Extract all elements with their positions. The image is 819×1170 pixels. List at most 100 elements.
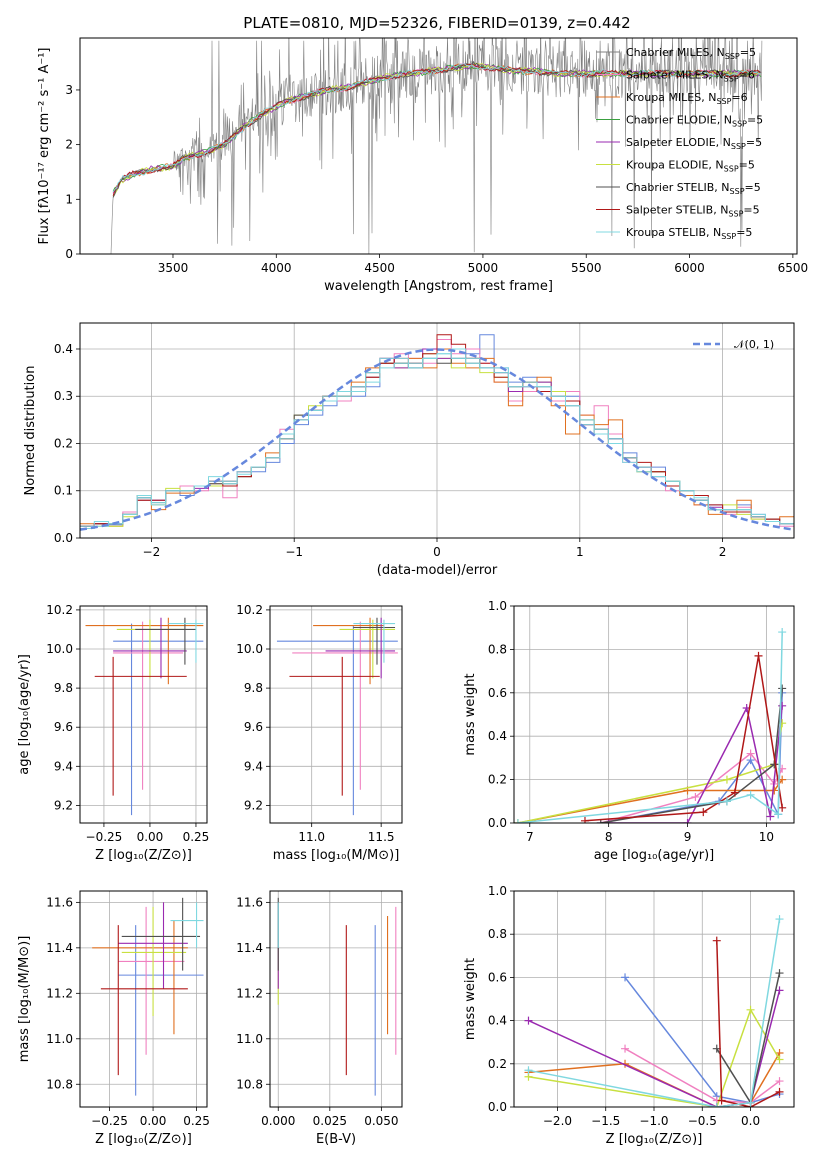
mass-weight-marker	[683, 819, 692, 823]
x-tick-label: 4000	[261, 261, 292, 275]
x-tick-label: −0.25	[86, 830, 123, 844]
mass-weight-marker	[775, 969, 784, 978]
mass-weight-plot-area	[524, 915, 784, 1107]
residual-histogram-panel: −2 −1 0 1 2 0.0 0.1 0.2 0.3 0.4 (data-model)/error…	[23, 322, 795, 578]
x-tick-label: 0.025	[313, 1114, 347, 1128]
mass-weight-line	[600, 692, 783, 823]
legend-entry: Chabrier ELODIE, NSSP=5	[626, 114, 763, 129]
legend-subscript: SSP	[721, 232, 736, 241]
mass-weight-line	[517, 631, 783, 823]
x-axis-label: wavelength [Angstrom, rest frame]	[324, 279, 553, 294]
mass-weight-marker	[717, 1096, 726, 1105]
mass-weight-marker	[514, 819, 522, 823]
x-tick-label: 6500	[778, 261, 809, 275]
y-tick-label: 9.2	[244, 798, 263, 812]
y-tick-label: 0.3	[54, 389, 73, 403]
x-axis-label: Z [log₁₀(Z/Z⊙)]	[606, 1132, 703, 1147]
axes-frame	[79, 37, 798, 255]
y-tick-label: 0.0	[54, 531, 73, 545]
x-tick-label: 9	[684, 830, 692, 844]
mass-weight-marker	[775, 1077, 784, 1086]
mass-weight-marker	[775, 1055, 784, 1064]
y-tick-label: 0.6	[488, 686, 507, 700]
x-tick-label: −1.0	[639, 1114, 668, 1128]
y-tick-label: 11.6	[236, 895, 263, 909]
legend-entry: Kroupa MILES, NSSP=6	[626, 91, 748, 106]
x-tick-label: 10	[759, 830, 774, 844]
y-tick-label: 11.0	[46, 1032, 73, 1046]
y-tick-label: 10.2	[46, 603, 73, 617]
y-tick-label: 9.4	[244, 759, 263, 773]
legend-subscript: SSP	[716, 97, 731, 106]
y-tick-label: 10.2	[236, 603, 263, 617]
observed-spectrum-line	[110, 38, 763, 254]
x-axis-label: Z [log₁₀(Z/Z⊙)]	[95, 848, 192, 863]
axes-frame	[79, 605, 208, 824]
y-tick-label: 0.8	[488, 927, 507, 941]
spectrum-panel: 3500 4000 4500 5000 5500 6000 6500 0 1 2 3 waveleng…	[37, 37, 809, 294]
spectrum-plot-area	[110, 38, 763, 254]
x-tick-label: 11.5	[368, 830, 395, 844]
x-tick-label: −1.5	[591, 1114, 620, 1128]
errorbar-plot-area	[85, 617, 204, 816]
mass-weight-marker	[699, 808, 708, 817]
y-tick-label: 0.2	[488, 773, 507, 787]
y-tick-label: 11.6	[46, 895, 73, 909]
mass-weight-marker	[746, 1098, 755, 1107]
y-tick-label: 0.4	[488, 1014, 507, 1028]
y-tick-label: 0.8	[488, 642, 507, 656]
y-tick-label: 11.2	[46, 986, 73, 1000]
mass-weight-line	[517, 723, 783, 823]
axes-frame	[79, 890, 208, 1108]
x-tick-label: −0.25	[91, 1114, 128, 1128]
y-tick-label: 0.6	[488, 970, 507, 984]
x-tick-label: 8	[605, 830, 613, 844]
y-axis-label: mass weight	[463, 958, 478, 1040]
legend-entry: Chabrier STELIB, NSSP=5	[626, 181, 761, 196]
errorbar-plot-area	[277, 897, 397, 1096]
mass-weight-marker	[770, 786, 779, 795]
y-tick-label: 10.0	[236, 642, 263, 656]
x-tick-label: 0.000	[261, 1114, 295, 1128]
axes-frame	[79, 322, 795, 539]
mass-weight-line	[716, 940, 780, 1107]
axes-frame	[269, 605, 403, 824]
mass-weight-marker	[775, 915, 784, 924]
y-tick-label: 9.6	[54, 720, 73, 734]
mass-weight-line	[624, 976, 780, 1104]
y-axis-label: Flux [fλ10⁻¹⁷ erg cm⁻² s⁻¹ A⁻¹]	[37, 48, 52, 245]
x-tick-label: −2.0	[543, 1114, 572, 1128]
x-tick-label: 0.00	[140, 1114, 167, 1128]
normal-reference-curve	[80, 348, 794, 531]
legend-entry: Salpeter ELODIE, NSSP=5	[626, 136, 762, 151]
mass-vs-metallicity-panel: −0.25 0.00 0.25 10.8 11.0 11.2 11.4 11.6 Z [log₁…	[17, 890, 210, 1147]
y-axis-label: mass [log₁₀(M/M⊙)]	[17, 936, 32, 1063]
x-tick-label: 5500	[571, 261, 602, 275]
mass-weight-marker	[730, 788, 739, 797]
y-tick-label: 9.8	[244, 681, 263, 695]
y-tick-label: 10.8	[236, 1077, 263, 1091]
legend-count: =5	[739, 159, 755, 172]
x-tick-label: −1	[285, 545, 303, 559]
mass-weight-line	[716, 972, 781, 1105]
y-tick-label: 11.4	[46, 941, 73, 955]
x-tick-label: 3500	[158, 261, 189, 275]
mass-weight-vs-age-panel: 7 8 9 10 0.0 0.2 0.4 0.6 0.8 1.0 age [log₁₀(age/yr…	[463, 599, 795, 863]
legend-entry: Chabrier MILES, NSSP=5	[626, 46, 756, 61]
legend-count: =6	[731, 91, 747, 104]
age-vs-metallicity-panel: −0.25 0.00 0.25 9.2 9.4 9.6 9.8 10.0 10.2 Z [log₁…	[17, 603, 209, 863]
x-tick-label: 0	[433, 545, 441, 559]
model-spectrum-line	[112, 63, 762, 193]
y-tick-label: 10.0	[46, 642, 73, 656]
x-tick-label: 0.050	[364, 1114, 398, 1128]
mass-vs-reddening-panel: 0.000 0.025 0.050 10.8 11.0 11.2 11.4 11.6 E(B-V…	[236, 890, 403, 1147]
y-tick-label: 1.0	[488, 599, 507, 613]
mass-weight-marker	[775, 986, 784, 995]
axes-frame	[513, 890, 795, 1108]
x-tick-label: 6000	[674, 261, 705, 275]
y-tick-label: 2	[65, 138, 73, 152]
y-axis-label: Normed distribution	[23, 366, 38, 496]
legend-subscript: SSP	[728, 210, 743, 219]
legend-count: =5	[743, 204, 759, 217]
